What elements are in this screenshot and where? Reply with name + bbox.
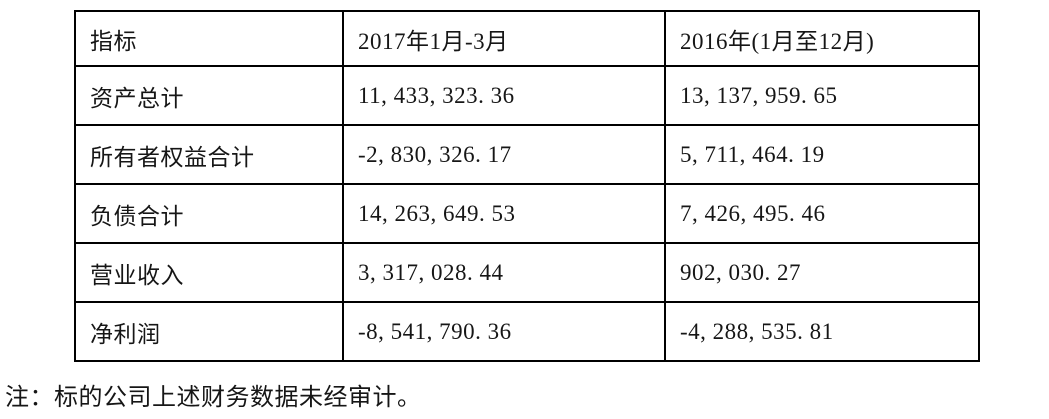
table-row-total-assets: 资产总计 11, 433, 323. 36 13, 137, 959. 65: [74, 65, 980, 126]
table-header-row: 指标 2017年1月-3月 2016年(1月至12月): [74, 10, 980, 67]
row-label: 资产总计: [74, 65, 344, 126]
value-2017: -8, 541, 790. 36: [342, 301, 666, 362]
table-row-owners-equity: 所有者权益合计 -2, 830, 326. 17 5, 711, 464. 19: [74, 124, 980, 185]
financial-summary-table: 指标 2017年1月-3月 2016年(1月至12月) 资产总计 11, 433…: [74, 10, 980, 362]
row-label: 负债合计: [74, 183, 344, 244]
row-label: 所有者权益合计: [74, 124, 344, 185]
value-2017: -2, 830, 326. 17: [342, 124, 666, 185]
column-header-indicator: 指标: [74, 10, 344, 67]
value-2016: 5, 711, 464. 19: [664, 124, 980, 185]
column-header-2016-full-year: 2016年(1月至12月): [664, 10, 980, 67]
value-2016: -4, 288, 535. 81: [664, 301, 980, 362]
value-2017: 3, 317, 028. 44: [342, 242, 666, 303]
row-label: 营业收入: [74, 242, 344, 303]
column-header-2017-q1: 2017年1月-3月: [342, 10, 666, 67]
value-2016: 902, 030. 27: [664, 242, 980, 303]
value-2017: 14, 263, 649. 53: [342, 183, 666, 244]
value-2016: 13, 137, 959. 65: [664, 65, 980, 126]
value-2016: 7, 426, 495. 46: [664, 183, 980, 244]
value-2017: 11, 433, 323. 36: [342, 65, 666, 126]
footnote-unaudited: 注：标的公司上述财务数据未经审计。: [5, 385, 422, 411]
row-label: 净利润: [74, 301, 344, 362]
table-row-operating-revenue: 营业收入 3, 317, 028. 44 902, 030. 27: [74, 242, 980, 303]
table-row-net-profit: 净利润 -8, 541, 790. 36 -4, 288, 535. 81: [74, 301, 980, 362]
table-row-total-liabilities: 负债合计 14, 263, 649. 53 7, 426, 495. 46: [74, 183, 980, 244]
